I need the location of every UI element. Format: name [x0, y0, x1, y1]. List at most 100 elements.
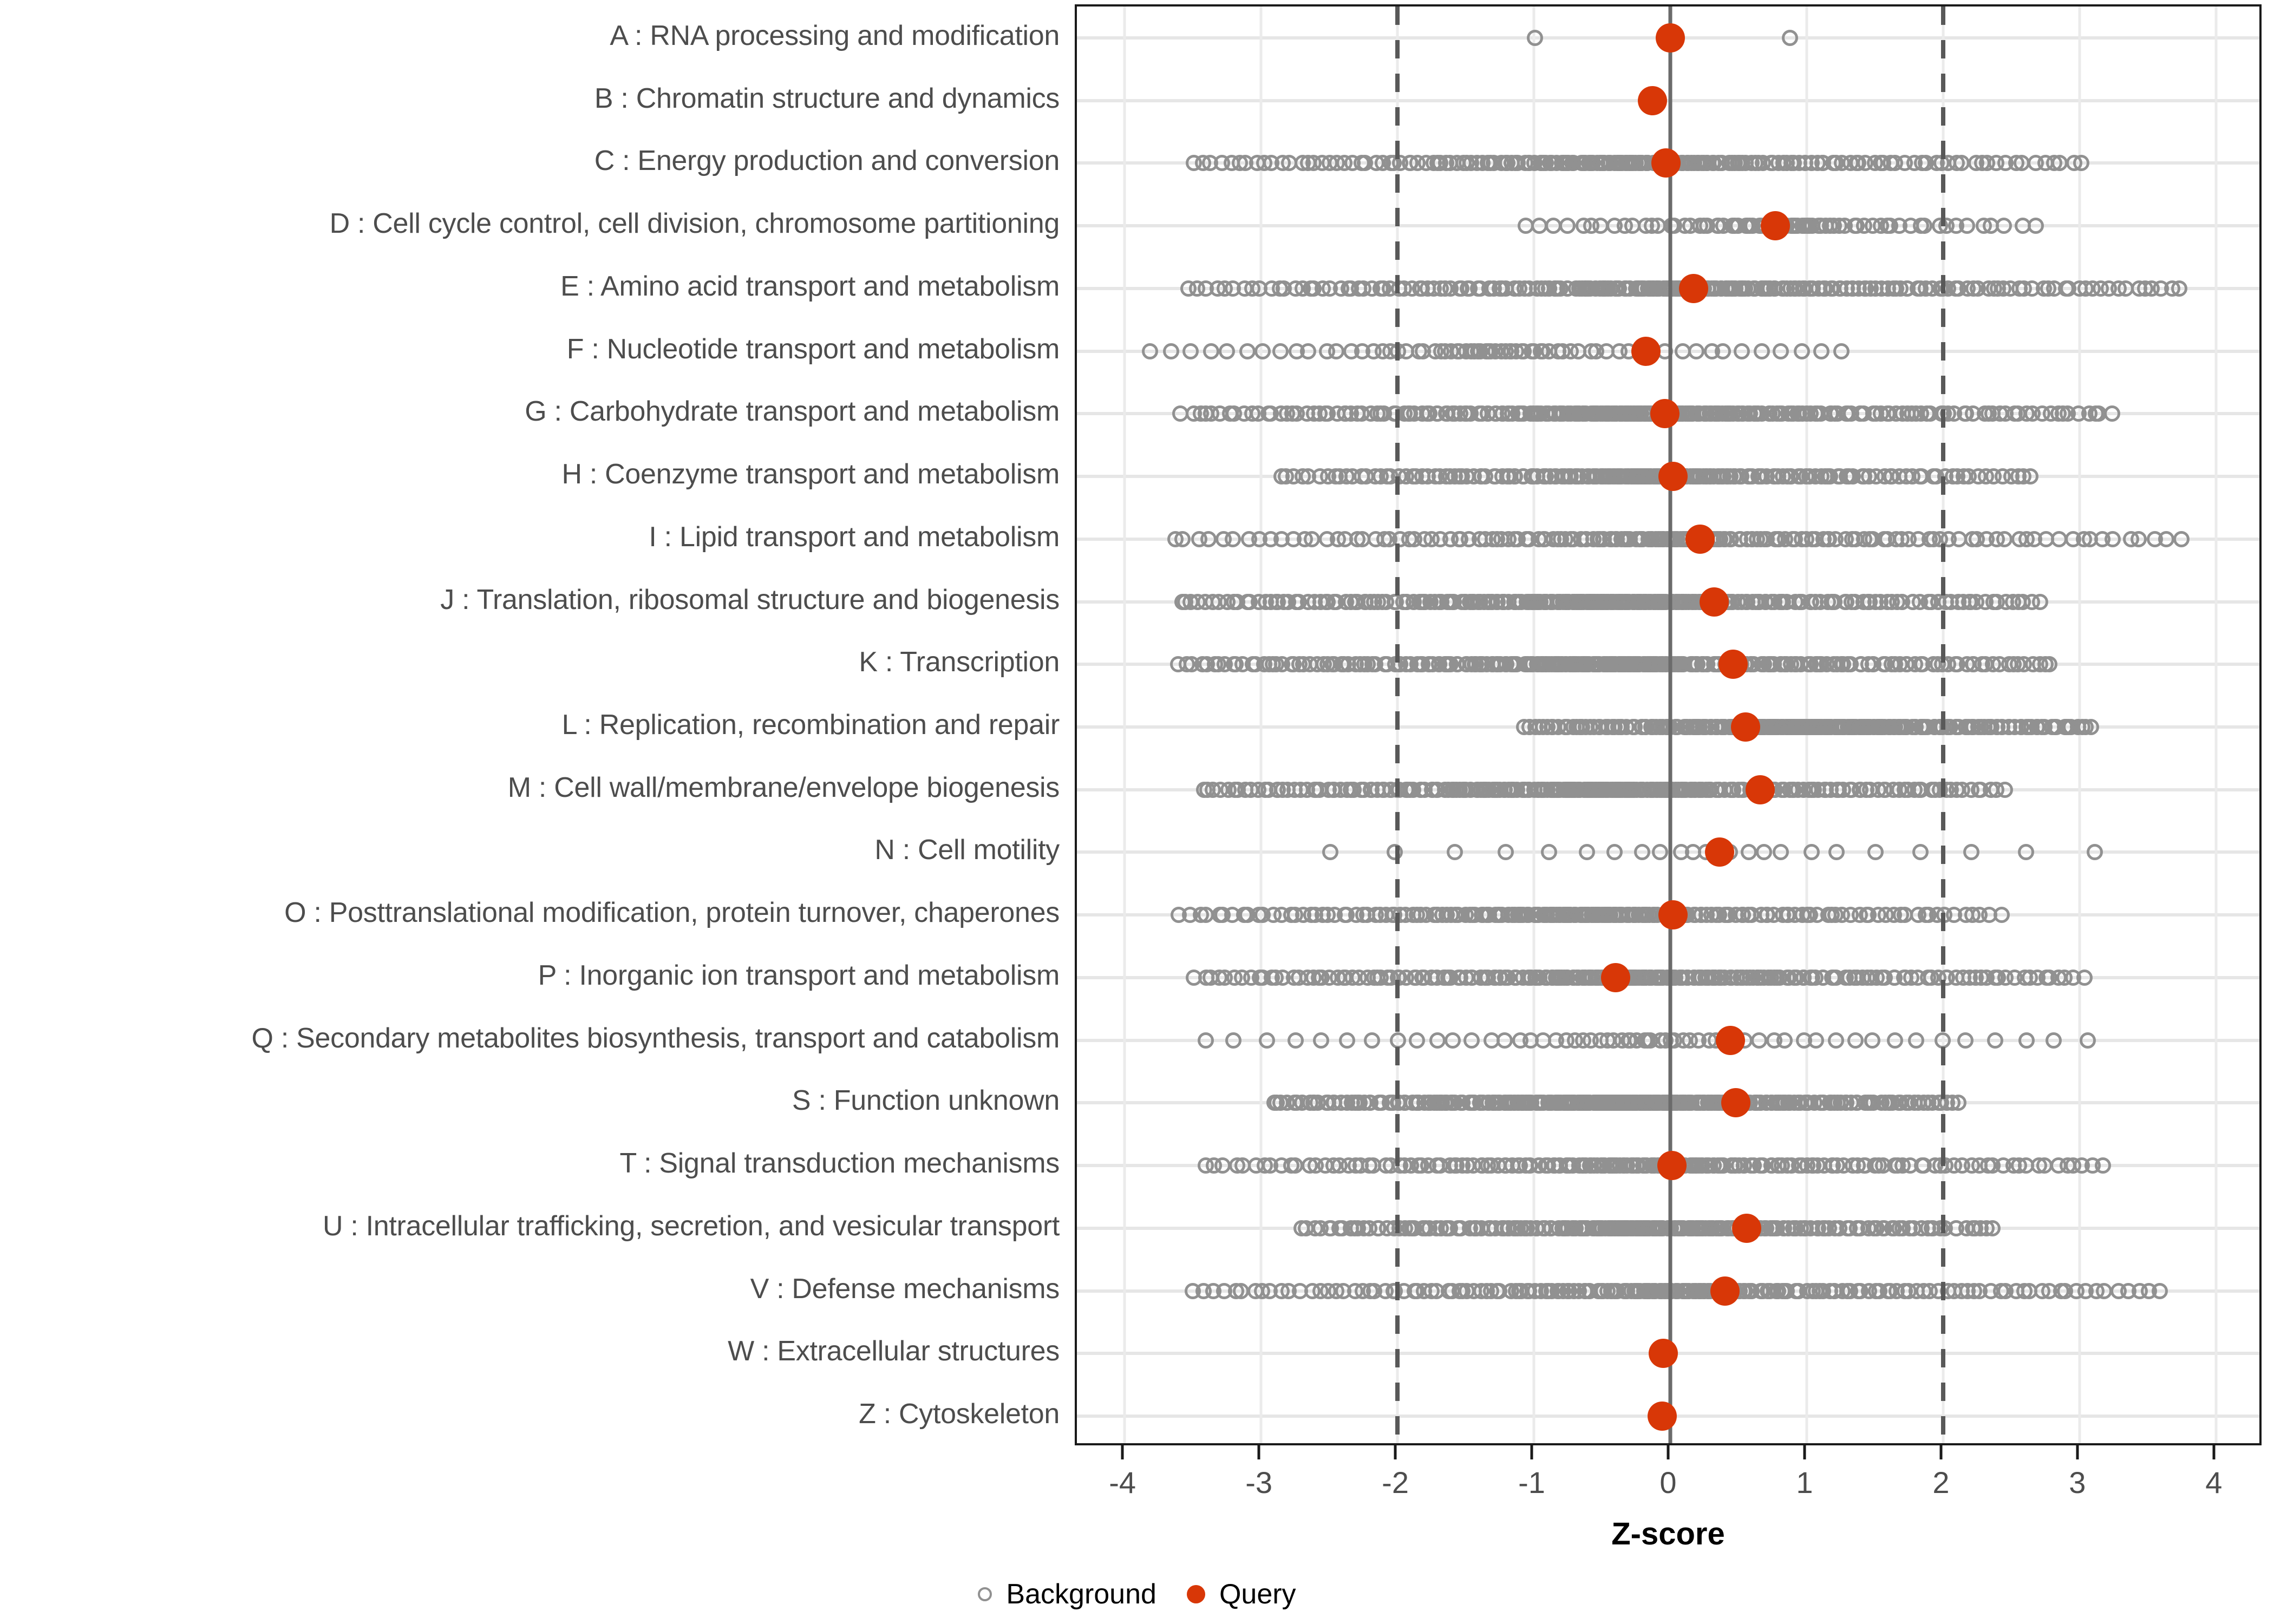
x-tick-label: 2	[1932, 1465, 1950, 1499]
legend-item-background[interactable]: Background	[978, 1578, 1156, 1610]
x-tick-label: 0	[1659, 1465, 1677, 1499]
background-point	[1162, 343, 1179, 359]
query-point-z[interactable]	[1647, 1402, 1677, 1431]
category-label-n: N : Cell motility	[874, 834, 1060, 866]
category-label-o: O : Posttranslational modification, prot…	[284, 897, 1060, 929]
background-point	[1497, 1032, 1513, 1049]
background-point	[2171, 280, 2188, 297]
query-point-w[interactable]	[1649, 1339, 1678, 1368]
threshold-line--2	[1395, 6, 1400, 1443]
background-point	[1225, 1032, 1241, 1049]
x-tick-label: -4	[1109, 1465, 1136, 1499]
category-label-m: M : Cell wall/membrane/envelope biogenes…	[507, 771, 1060, 803]
category-label-a: A : RNA processing and modification	[610, 19, 1060, 51]
background-point	[1218, 343, 1235, 359]
x-tick	[1667, 1445, 1670, 1459]
background-point	[1754, 343, 1770, 359]
query-point-g[interactable]	[1650, 399, 1680, 429]
query-point-l[interactable]	[1730, 712, 1760, 742]
query-point-e[interactable]	[1678, 273, 1708, 303]
background-point	[1847, 1032, 1864, 1049]
category-label-c: C : Energy production and conversion	[594, 145, 1060, 177]
background-point	[1776, 1032, 1793, 1049]
background-point	[1833, 343, 1850, 359]
category-label-w: W : Extracellular structures	[728, 1335, 1060, 1367]
legend-label-background: Background	[1006, 1579, 1156, 1610]
category-label-k: K : Transcription	[859, 646, 1060, 678]
query-point-i[interactable]	[1685, 524, 1715, 554]
query-point-p[interactable]	[1601, 962, 1631, 992]
background-point	[2076, 969, 2093, 986]
query-point-t[interactable]	[1657, 1151, 1687, 1181]
background-point	[1224, 531, 1241, 547]
background-point	[1409, 1032, 1426, 1049]
category-label-t: T : Signal transduction mechanisms	[619, 1148, 1060, 1180]
query-point-c[interactable]	[1651, 148, 1681, 178]
background-point	[2083, 719, 2100, 735]
background-point	[1286, 1157, 1303, 1174]
background-point	[1498, 844, 1514, 861]
open-circle-icon	[978, 1587, 992, 1601]
background-point	[2131, 531, 2147, 547]
background-point	[2158, 531, 2175, 547]
background-point	[1463, 1032, 1480, 1049]
x-tick	[1803, 1445, 1806, 1459]
background-point	[1908, 1032, 1925, 1049]
background-point	[1984, 1220, 2001, 1236]
query-point-a[interactable]	[1656, 23, 1685, 53]
query-point-d[interactable]	[1761, 211, 1790, 241]
background-point	[1959, 218, 1976, 234]
category-label-column: A : RNA processing and modification B : C…	[0, 0, 1069, 1445]
category-label-p: P : Inorganic ion transport and metaboli…	[538, 959, 1060, 991]
background-point	[1652, 844, 1669, 861]
query-point-f[interactable]	[1631, 336, 1661, 366]
x-tick	[1530, 1445, 1533, 1459]
background-point	[1527, 29, 1544, 46]
query-point-n[interactable]	[1704, 837, 1734, 867]
background-point	[1446, 844, 1463, 861]
vertical-gridline	[1259, 6, 1263, 1443]
background-point	[1864, 1032, 1880, 1049]
query-point-m[interactable]	[1746, 775, 1775, 804]
background-point	[1953, 155, 1970, 172]
background-point	[1793, 343, 1810, 359]
background-point	[1957, 1032, 1974, 1049]
background-point	[1254, 343, 1271, 359]
category-label-g: G : Carbohydrate transport and metabolis…	[525, 396, 1060, 428]
background-point	[1715, 343, 1731, 359]
background-point	[2087, 844, 2103, 861]
category-label-d: D : Cell cycle control, cell division, c…	[329, 208, 1060, 240]
vertical-gridline	[2214, 6, 2218, 1443]
query-point-j[interactable]	[1699, 587, 1729, 617]
category-label-u: U : Intracellular trafficking, secretion…	[322, 1210, 1060, 1242]
x-tick	[2076, 1445, 2079, 1459]
query-point-o[interactable]	[1658, 900, 1688, 930]
background-point	[1300, 343, 1317, 359]
background-point	[1950, 1095, 1966, 1111]
background-point	[1886, 1032, 1903, 1049]
background-point	[1322, 844, 1338, 861]
x-tick	[1939, 1445, 1943, 1459]
query-point-u[interactable]	[1732, 1213, 1762, 1243]
x-tick-label: 4	[2205, 1465, 2223, 1499]
query-point-v[interactable]	[1710, 1276, 1740, 1306]
background-point	[1755, 844, 1772, 861]
x-axis-title: Z-score	[1611, 1516, 1725, 1551]
category-label-e: E : Amino acid transport and metabolism	[560, 270, 1060, 302]
background-point	[2073, 155, 2090, 172]
background-point	[1313, 1032, 1330, 1049]
x-tick	[1121, 1445, 1124, 1459]
background-point	[1828, 844, 1845, 861]
background-point	[2018, 1032, 2035, 1049]
query-point-h[interactable]	[1658, 462, 1688, 492]
query-point-k[interactable]	[1718, 650, 1748, 679]
x-tick	[1257, 1445, 1260, 1459]
background-point	[1828, 1032, 1845, 1049]
query-point-s[interactable]	[1721, 1088, 1750, 1118]
legend-item-query[interactable]: Query	[1186, 1578, 1296, 1610]
query-point-b[interactable]	[1638, 86, 1668, 115]
category-label-v: V : Defense mechanisms	[750, 1273, 1060, 1305]
query-point-q[interactable]	[1715, 1025, 1745, 1055]
category-label-q: Q : Secondary metabolites biosynthesis, …	[251, 1022, 1060, 1054]
background-point	[1912, 844, 1929, 861]
